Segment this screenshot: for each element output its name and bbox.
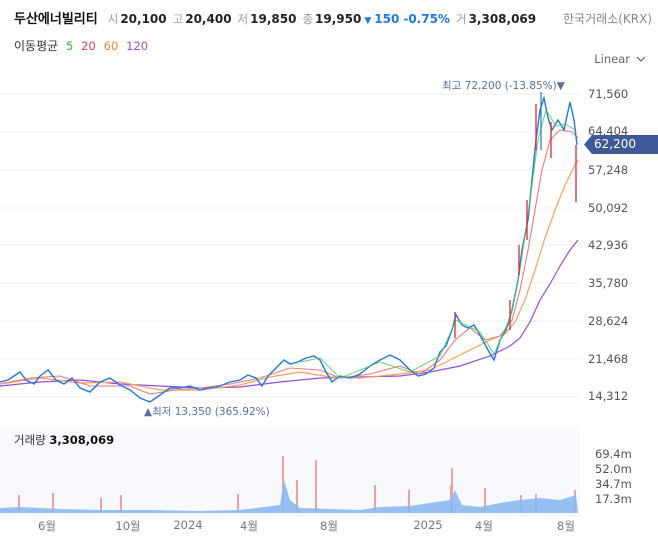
current-price-tag: 62,200	[584, 135, 658, 154]
close-label: 종	[302, 12, 314, 26]
chevron-down-icon	[636, 56, 646, 62]
down-arrow-icon: ▼	[364, 16, 372, 26]
ma120-legend[interactable]: 120	[126, 39, 149, 53]
low-value: 19,850	[250, 12, 297, 26]
ma-label: 이동평균	[14, 39, 59, 53]
ma20-legend[interactable]: 20	[81, 39, 96, 53]
ma120-line	[0, 239, 579, 389]
volume-label: 거	[455, 12, 467, 26]
ma5-legend[interactable]: 5	[66, 39, 74, 53]
volume-title: 거래량 3,308,069	[14, 432, 114, 448]
x-tick: 6월	[38, 519, 56, 533]
x-tick: 10월	[115, 519, 141, 533]
stock-name: 두산에너빌리티	[14, 12, 98, 27]
open-value: 20,100	[120, 12, 167, 26]
price-tag-shape	[584, 135, 658, 154]
ma60-legend[interactable]: 60	[103, 39, 119, 53]
x-tick: 4월	[475, 519, 493, 533]
gridlines	[0, 93, 580, 398]
change-percent: -0.75%	[403, 12, 450, 26]
x-tick: 8월	[320, 519, 338, 533]
volume-bars	[0, 456, 578, 513]
volume-current: 3,308,069	[49, 433, 115, 447]
volume-value: 3,308,069	[468, 12, 537, 26]
current-price: 62,200	[594, 137, 636, 151]
low-label: 저	[237, 12, 249, 26]
y-tick: 64,404	[588, 124, 629, 138]
x-tick: 2024	[173, 518, 203, 532]
volume-y-tick: 17.3m	[595, 492, 632, 506]
quote-header: 두산에너빌리티 시 20,100 고 20,400 저 19,850 종 19,…	[14, 8, 542, 28]
y-tick: 14,312	[588, 389, 629, 403]
high-label: 고	[172, 12, 184, 26]
x-tick: 2025	[413, 518, 443, 532]
close-value: 19,950	[315, 12, 362, 26]
ma60-line	[0, 159, 579, 391]
volume-label: 거래량	[14, 433, 46, 447]
y-tick: 21,468	[588, 352, 629, 366]
ma5-line	[299, 108, 576, 379]
scale-value: Linear	[594, 52, 630, 66]
low-annotation: ▲최저 13,350 (365.92%)	[144, 406, 270, 418]
x-tick: 4월	[240, 519, 258, 533]
volume-y-tick: 34.7m	[595, 477, 632, 491]
moving-average-legend: 이동평균 5 20 60 120	[14, 37, 148, 54]
open-label: 시	[107, 12, 119, 26]
high-value: 20,400	[185, 12, 232, 26]
volume-y-tick: 52.0m	[595, 462, 632, 476]
volume-y-tick: 69.4m	[595, 447, 632, 461]
y-tick: 50,092	[588, 201, 629, 215]
exchange-label: 한국거래소(KRX)	[563, 12, 652, 26]
y-tick: 35,780	[588, 276, 629, 290]
high-annotation: 최고 72,200 (-13.85%)▼	[442, 80, 565, 92]
y-tick: 57,248	[588, 163, 629, 177]
scale-dropdown[interactable]: Linear	[594, 52, 646, 66]
y-tick: 71,560	[588, 87, 629, 101]
y-tick: 28,624	[588, 314, 629, 328]
y-tick: 42,936	[588, 238, 629, 252]
x-tick: 8월	[557, 519, 575, 533]
change-value: 150	[374, 12, 400, 26]
up-candles	[454, 104, 577, 338]
